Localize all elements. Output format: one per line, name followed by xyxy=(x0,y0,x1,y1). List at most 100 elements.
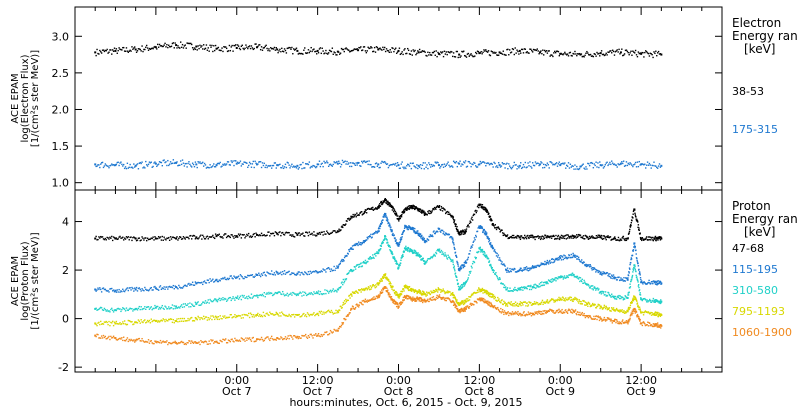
scatter-dot xyxy=(628,267,631,269)
scatter-dot xyxy=(209,236,211,238)
scatter-dot xyxy=(199,161,201,163)
scatter-dot xyxy=(383,216,385,218)
scatter-dot xyxy=(591,55,594,57)
scatter-dot xyxy=(558,258,560,261)
scatter-dot xyxy=(425,166,427,168)
scatter-dot xyxy=(386,203,389,206)
scatter-dot xyxy=(535,49,538,52)
scatter-dot xyxy=(316,166,318,168)
scatter-dot xyxy=(497,162,500,164)
scatter-dot xyxy=(462,233,465,235)
scatter-dot xyxy=(262,272,265,274)
scatter-dot xyxy=(431,210,433,212)
scatter-dot xyxy=(614,277,616,280)
scatter-dot xyxy=(616,296,618,298)
scatter-dot xyxy=(134,287,136,289)
scatter-dot xyxy=(123,50,126,52)
scatter-dot xyxy=(530,234,532,237)
scatter-dot xyxy=(547,261,549,264)
scatter-dot xyxy=(600,50,603,52)
scatter-dot xyxy=(187,283,189,285)
scatter-dot xyxy=(279,291,281,294)
scatter-dot xyxy=(449,213,451,215)
data-point xyxy=(404,286,407,289)
scatter-dot xyxy=(560,275,562,277)
scatter-dot xyxy=(353,244,356,247)
scatter-dot xyxy=(327,290,329,293)
scatter-dot xyxy=(533,265,535,268)
scatter-dot xyxy=(178,317,180,320)
scatter-dot xyxy=(605,238,607,241)
scatter-dot xyxy=(466,300,468,302)
proton-legend-title: Proton xyxy=(732,199,771,213)
scatter-dot xyxy=(422,257,425,260)
scatter-dot xyxy=(196,49,198,51)
scatter-dot xyxy=(356,243,358,246)
scatter-dot xyxy=(342,161,345,164)
scatter-dot xyxy=(300,315,302,318)
scatter-dot xyxy=(459,233,462,236)
scatter-dot xyxy=(455,255,458,258)
scatter-dot xyxy=(262,234,265,236)
scatter-dot xyxy=(170,318,173,320)
scatter-dot xyxy=(629,283,631,285)
scatter-dot xyxy=(157,46,160,48)
data-point xyxy=(478,52,481,55)
scatter-dot xyxy=(486,162,489,164)
scatter-dot xyxy=(98,288,100,291)
data-point xyxy=(464,230,467,233)
scatter-dot xyxy=(433,254,436,256)
scatter-dot xyxy=(558,276,560,279)
scatter-dot xyxy=(312,164,314,167)
scatter-dot xyxy=(135,164,138,166)
scatter-dot xyxy=(582,163,584,165)
scatter-dot xyxy=(193,165,196,168)
scatter-dot xyxy=(488,239,491,242)
scatter-dot xyxy=(217,234,220,236)
scatter-dot xyxy=(135,307,138,310)
scatter-dot xyxy=(378,47,380,50)
scatter-dot xyxy=(515,236,517,238)
scatter-dot xyxy=(399,264,401,267)
scatter-dot xyxy=(350,217,352,220)
scatter-dot xyxy=(457,283,459,285)
scatter-dot xyxy=(577,53,579,55)
scatter-dot xyxy=(123,237,126,239)
scatter-dot xyxy=(179,47,181,49)
scatter-dot xyxy=(480,227,482,229)
scatter-dot xyxy=(157,288,159,291)
scatter-dot xyxy=(395,240,397,242)
data-point xyxy=(640,281,643,284)
scatter-dot xyxy=(456,299,458,301)
scatter-dot xyxy=(389,202,391,205)
scatter-dot xyxy=(580,259,583,261)
scatter-dot xyxy=(555,234,557,237)
scatter-dot xyxy=(484,162,486,164)
scatter-dot xyxy=(534,265,536,267)
scatter-dot xyxy=(161,45,164,48)
scatter-dot xyxy=(484,234,487,236)
scatter-dot xyxy=(96,289,98,291)
scatter-dot xyxy=(247,47,249,50)
scatter-dot xyxy=(197,301,199,303)
scatter-dot xyxy=(615,50,618,52)
scatter-dot xyxy=(97,164,99,166)
scatter-dot xyxy=(198,316,200,319)
scatter-dot xyxy=(632,165,634,168)
scatter-dot xyxy=(492,294,495,296)
scatter-dot xyxy=(357,292,359,294)
scatter-dot xyxy=(416,292,418,295)
scatter-dot xyxy=(125,167,128,170)
scatter-dot xyxy=(180,238,183,240)
data-point xyxy=(377,48,380,51)
scatter-dot xyxy=(638,268,640,271)
scatter-dot xyxy=(380,245,383,247)
scatter-dot xyxy=(658,163,661,165)
scatter-dot xyxy=(217,280,220,283)
scatter-dot xyxy=(172,318,175,321)
scatter-dot xyxy=(485,254,488,256)
scatter-dot xyxy=(139,308,141,311)
scatter-dot xyxy=(443,290,445,292)
scatter-dot xyxy=(439,288,441,291)
scatter-dot xyxy=(144,286,146,289)
